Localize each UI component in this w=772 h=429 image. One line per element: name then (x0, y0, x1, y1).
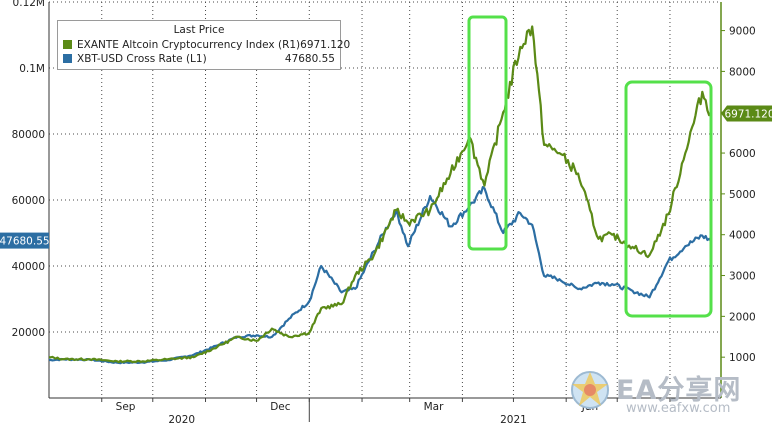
legend: Last Price EXANTE Altcoin Cryptocurrency… (57, 20, 350, 70)
y-right-tick-label: 8000 (729, 66, 756, 78)
highlight-box-peak-1 (467, 15, 508, 251)
y-left-tick-label: 0.12M (13, 0, 45, 9)
legend-label-xbt: XBT-USD Cross Rate (L1) (77, 52, 207, 65)
legend-label-altcoin: EXANTE Altcoin Cryptocurrency Index (R1) (77, 38, 301, 51)
legend-swatch-xbt (63, 54, 72, 63)
y-left-tick-label: 60000 (12, 195, 45, 207)
legend-title: Last Price (173, 24, 225, 36)
axes: 20000 40000 60000 80000 0.1M 0.12M 1000 2000 300… (12, 0, 756, 426)
y-right-tick-label: 2000 (729, 311, 756, 323)
watermark-logo-icon (571, 371, 609, 409)
y-left-tick-label: 0.1M (19, 63, 45, 75)
series (48, 25, 712, 365)
x-month-label: Sep (116, 401, 136, 413)
legend-swatch-altcoin (63, 40, 72, 49)
y-right-tick-label: 1000 (729, 352, 756, 364)
x-month-label: Mar (424, 401, 444, 413)
legend-entry-altcoin: EXANTE Altcoin Cryptocurrency Index (R1)… (63, 38, 350, 51)
last-value-label-right: 6971.120 (724, 108, 772, 120)
highlight-boxes (467, 15, 713, 318)
y-left-tick-label: 20000 (12, 327, 45, 339)
gridlines (49, 1, 721, 398)
y-right-tick-label: 3000 (729, 271, 756, 283)
legend-value-altcoin: 6971.120 (300, 38, 351, 51)
x-year-label: 2021 (500, 414, 527, 425)
last-value-label-left: 47680.55 (0, 236, 50, 248)
y-left-tick-label: 40000 (12, 261, 45, 273)
last-value-tag-left (0, 232, 49, 249)
legend-value-xbt: 47680.55 (284, 52, 335, 65)
y-left-tick-label: 80000 (12, 129, 45, 141)
last-value-tags: 47680.55 6971.120 (0, 105, 772, 249)
series-line-exante-altcoin (48, 25, 712, 364)
watermark-text: EA分享网 (616, 375, 742, 406)
y-right-tick-label: 5000 (729, 189, 756, 201)
y-right-tick-label: 6000 (729, 148, 756, 160)
watermark: EA分享网 www.eafxw.com (566, 366, 772, 422)
last-value-tag-right (721, 105, 772, 122)
x-year-label: 2020 (168, 414, 195, 425)
highlight-box-peak-2 (624, 80, 713, 318)
y-right-tick-label: 9000 (729, 26, 756, 38)
legend-entry-xbt: XBT-USD Cross Rate (L1) 47680.55 (63, 52, 335, 65)
y-right-tick-label: 4000 (729, 230, 756, 242)
x-month-label: Dec (270, 401, 291, 413)
watermark-url: www.eafxw.com (626, 401, 731, 416)
